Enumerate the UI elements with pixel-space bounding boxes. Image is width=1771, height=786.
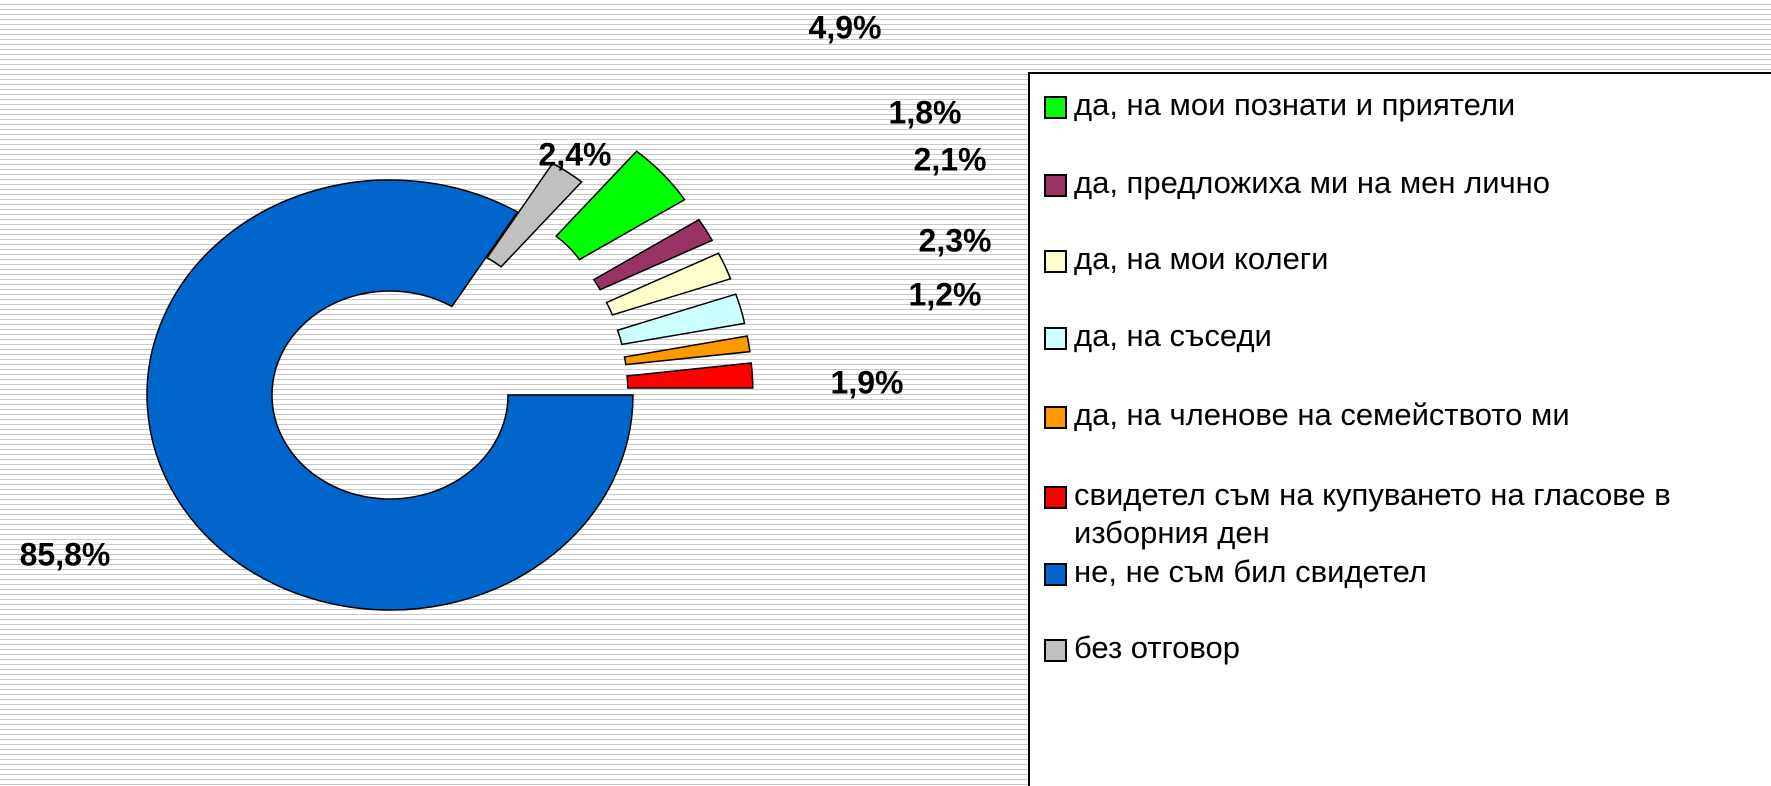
legend-item: да, на мои познати и приятели: [1044, 86, 1771, 124]
legend-label: да, на съседи: [1074, 318, 1272, 353]
legend-item: да, предложиха ми на мен лично: [1044, 164, 1771, 202]
legend-item: да, на мои колеги: [1044, 240, 1771, 278]
donut-slice: [554, 150, 686, 261]
legend-label: не, не съм бил свидетел: [1074, 554, 1427, 589]
legend-swatch: [1044, 406, 1067, 429]
legend-item: свидетел съм на купуването на гласове в …: [1044, 476, 1771, 552]
legend-label: свидетел съм на купуването на гласове в …: [1074, 477, 1671, 550]
data-label: 1,9%: [831, 364, 904, 400]
data-label: 2,4%: [539, 136, 612, 172]
donut-slice: [605, 252, 732, 316]
legend-label: да, на членове на семейството ми: [1074, 397, 1570, 432]
data-label: 85,8%: [20, 536, 111, 572]
data-label: 1,8%: [889, 94, 962, 130]
legend-swatch: [1044, 563, 1067, 586]
legend-label: да, на мои познати и приятели: [1074, 87, 1516, 122]
legend: да, на мои познати и приятели да, предлож…: [1028, 72, 1771, 786]
data-label: 1,2%: [909, 276, 982, 312]
legend-item: без отговор: [1044, 629, 1771, 667]
data-label: 2,1%: [914, 141, 987, 177]
data-label: 2,3%: [919, 222, 992, 258]
donut-slice: [616, 293, 746, 346]
donut-slice: [623, 335, 751, 366]
legend-item: да, на членове на семейството ми: [1044, 396, 1771, 434]
legend-swatch: [1044, 174, 1067, 197]
donut-slice: [592, 218, 714, 291]
legend-label: да, предложиха ми на мен лично: [1074, 165, 1551, 200]
donut-slice: [626, 362, 754, 389]
legend-swatch: [1044, 486, 1067, 509]
legend-swatch: [1044, 639, 1067, 662]
legend-item: да, на съседи: [1044, 317, 1771, 355]
legend-label: да, на мои колеги: [1074, 241, 1329, 276]
donut-slice: [485, 162, 583, 268]
legend-swatch: [1044, 327, 1067, 350]
donut-slice: [146, 179, 634, 611]
legend-label: без отговор: [1074, 630, 1241, 665]
legend-item: не, не съм бил свидетел: [1044, 553, 1771, 591]
data-label: 4,9%: [809, 9, 882, 45]
legend-swatch: [1044, 96, 1067, 119]
legend-swatch: [1044, 250, 1067, 273]
